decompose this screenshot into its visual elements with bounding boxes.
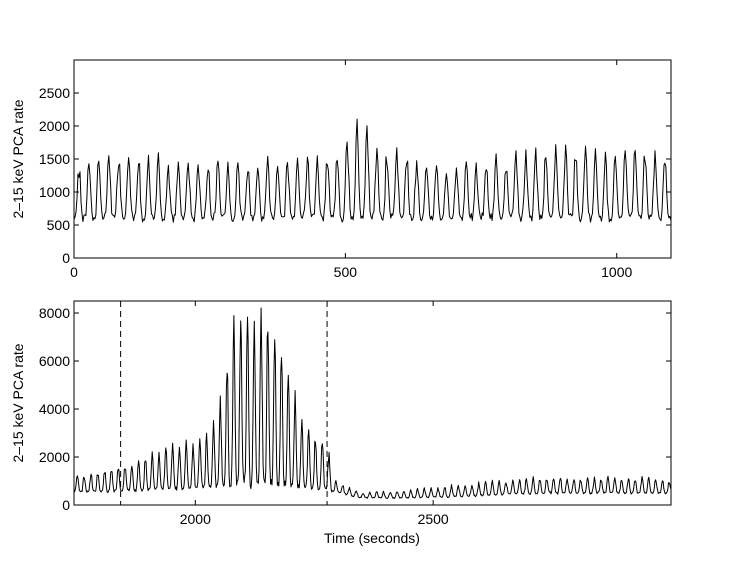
bottom-panel-frame: [73, 300, 672, 506]
top-panel-ytick-label: 2500: [39, 85, 70, 101]
top-panel: 0 500 1000 1500 2000 2500 0 500 1000 2–15 keV PC…: [10, 59, 672, 280]
top-panel-ytick-label: 1500: [39, 151, 70, 167]
top-panel-ylabel: 2–15 keV PCA rate: [10, 99, 26, 218]
bottom-panel-ytick-label: 0: [62, 497, 70, 513]
bottom-panel-ytick-label: 2000: [39, 449, 70, 465]
top-panel-marks: 0 500 1000 1500 2000 2500 0 500 1000: [39, 60, 672, 280]
top-panel-ytick-label: 500: [47, 217, 71, 233]
top-panel-ytick-label: 2000: [39, 118, 70, 134]
top-panel-ytick-label: 1000: [39, 184, 70, 200]
bottom-panel-xlabel: Time (seconds): [324, 530, 420, 546]
top-panel-ytick-label: 0: [62, 250, 70, 266]
bottom-panel-ytick-label: 8000: [39, 305, 70, 321]
bottom-panel-xtick-label: 2000: [180, 511, 211, 527]
bottom-panel-ylabel: 2–15 keV PCA rate: [10, 343, 26, 462]
bottom-panel-ytick-label: 4000: [39, 401, 70, 417]
top-panel-xtick-label: 1000: [601, 264, 632, 280]
bottom-panel-marks: 0 2000 4000 6000 8000 2000 2500: [39, 301, 672, 527]
top-panel-light-curve: [73, 118, 672, 223]
top-panel-xtick-label: 0: [70, 264, 78, 280]
top-panel-xtick-label: 500: [334, 264, 358, 280]
bottom-panel-light-curve: [73, 307, 672, 499]
bottom-panel-xtick-label: 2500: [418, 511, 449, 527]
bottom-panel: 0 2000 4000 6000 8000 2000 2500 2–15 keV PCA r…: [10, 300, 672, 546]
bottom-panel-ytick-label: 6000: [39, 353, 70, 369]
top-panel-frame: [73, 59, 672, 259]
